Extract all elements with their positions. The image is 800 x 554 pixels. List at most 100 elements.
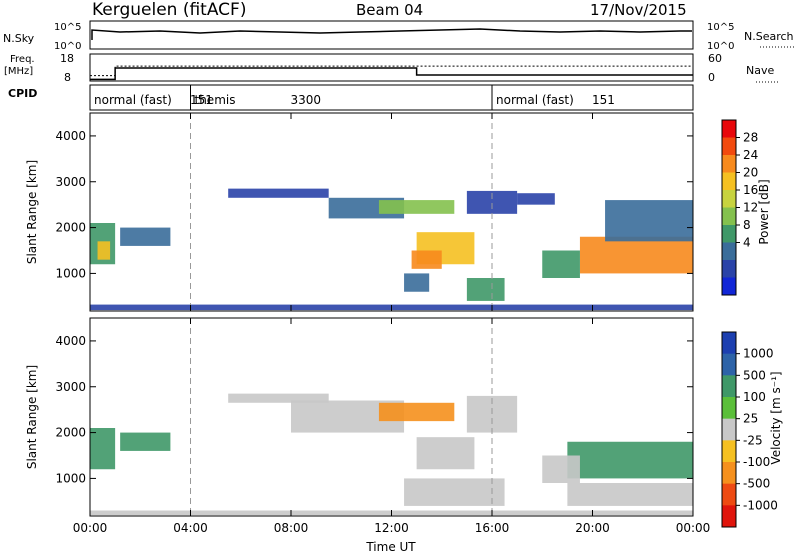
nsky-series-line — [91, 28, 692, 40]
freq-label-line2: [MHz] — [4, 66, 33, 77]
colorbar-swatch — [722, 137, 736, 156]
heatmap-cell — [567, 441, 693, 479]
colorbar-swatch — [722, 225, 736, 243]
heatmap-cell — [97, 241, 111, 260]
heatmap-cell — [404, 478, 505, 506]
colorbar-swatch — [722, 332, 736, 355]
heatmap-cell — [567, 483, 693, 506]
velocity-colorbar: 1000 500 100 25 -25 -100 -500 -1000 — [721, 331, 778, 528]
colorbar-swatch — [722, 440, 736, 463]
freq-tick-high: 18 — [60, 52, 74, 65]
power-ylabel: Slant Range [km] — [25, 160, 39, 264]
heatmap-cell — [416, 437, 475, 470]
colorbar-tick-label: 28 — [743, 131, 758, 145]
y-tick-label: 4000 — [55, 129, 86, 143]
nsky-tick-low: 10^0 — [54, 41, 81, 52]
x-tick-label: 08:00 — [274, 521, 309, 535]
heatmap-cell — [228, 393, 329, 403]
x-tick-label: 20:00 — [575, 521, 610, 535]
colorbar-swatch — [722, 418, 736, 441]
colorbar-swatch — [722, 375, 736, 398]
y-tick-label: 2000 — [55, 426, 86, 440]
freq-label-line1: Freq. — [10, 54, 35, 65]
x-tick-label: 16:00 — [475, 521, 510, 535]
cpid-label: CPID — [8, 87, 37, 100]
colorbar-swatch — [722, 190, 736, 208]
colorbar-tick-label: 100 — [743, 390, 766, 404]
colorbar-tick-label: 25 — [743, 412, 758, 426]
heatmap-cell — [542, 455, 580, 483]
nsky-panel: N.Sky 10^5 10^0 10^5 10^0 N.Search — [3, 20, 796, 52]
nsearch-tick-high: 10^5 — [707, 22, 734, 33]
colorbar-swatch — [722, 277, 736, 296]
cpid-segment-id: 151 — [592, 93, 615, 107]
date-title: 17/Nov/2015 — [590, 1, 687, 19]
heatmap-cell — [411, 250, 442, 269]
cpid-segment-name: themis — [195, 93, 236, 107]
y-tick-label: 1000 — [55, 266, 86, 280]
beam-title: Beam 04 — [356, 1, 423, 19]
nsearch-label: N.Search — [744, 30, 794, 43]
power-colorbar-label: Power [dB] — [757, 179, 771, 244]
station-title: Kerguelen (fitACF) — [92, 0, 246, 20]
colorbar-tick-label: 500 — [743, 368, 766, 382]
colorbar-swatch — [722, 397, 736, 420]
heatmap-cell — [605, 200, 693, 242]
colorbar-tick-label: 12 — [743, 201, 758, 215]
velocity-colorbar-label: Velocity [m s⁻¹] — [769, 371, 783, 464]
colorbar-swatch — [722, 353, 736, 376]
colorbar-tick-label: -500 — [743, 477, 770, 491]
colorbar-swatch — [722, 260, 736, 278]
nave-tick-high: 60 — [708, 52, 722, 65]
power-colorbar: 28 24 20 16 12 8 4 — [721, 119, 758, 296]
colorbar-swatch — [722, 155, 736, 173]
colorbar-tick-label: 20 — [743, 166, 758, 180]
heatmap-cell — [228, 188, 329, 198]
cpid-segment-name: normal (fast) — [496, 93, 574, 107]
heatmap-cell — [466, 190, 518, 214]
y-tick-label: 4000 — [55, 334, 86, 348]
time-xlabel: Time UT — [365, 540, 416, 554]
x-tick-label: 00:00 — [676, 521, 711, 535]
nsearch-tick-low: 10^0 — [707, 41, 734, 52]
x-tick-label: 00:00 — [73, 521, 108, 535]
colorbar-tick-label: -1000 — [743, 498, 778, 512]
heatmap-cell — [378, 402, 455, 422]
colorbar-swatch — [722, 120, 736, 138]
freq-tick-low: 8 — [64, 71, 71, 84]
cpid-segment-id: 3300 — [291, 93, 322, 107]
colorbar-swatch — [722, 172, 736, 191]
colorbar-tick-label: 1000 — [743, 347, 774, 361]
colorbar-frame — [721, 331, 737, 528]
nave-series-line — [90, 65, 693, 77]
heatmap-cell — [120, 432, 171, 451]
colorbar-tick-label: 4 — [743, 236, 751, 250]
heatmap-cell — [120, 227, 171, 246]
colorbar-swatch — [722, 505, 736, 528]
heatmap-cell — [579, 236, 693, 274]
heatmap-cell — [517, 193, 555, 205]
heatmap-cell — [404, 273, 430, 292]
colorbar-swatch — [722, 242, 736, 261]
colorbar-tick-label: 8 — [743, 218, 751, 232]
cpid-segment-name: normal (fast) — [94, 93, 172, 107]
y-tick-label: 2000 — [55, 221, 86, 235]
x-tick-label: 04:00 — [173, 521, 208, 535]
y-tick-label: 3000 — [55, 175, 86, 189]
heatmap-cell — [90, 428, 116, 470]
nave-tick-low: 0 — [708, 71, 715, 84]
heatmap-cell — [378, 200, 455, 214]
y-tick-label: 3000 — [55, 380, 86, 394]
cpid-segment-id: 151 — [190, 93, 213, 107]
colorbar-tick-label: -100 — [743, 455, 770, 469]
velocity-panel: 1000 2000 3000 4000 00:00 04:00 08:00 12:00 16:0… — [25, 317, 711, 554]
colorbar-swatch — [722, 462, 736, 485]
colorbar-tick-label: 24 — [743, 148, 758, 162]
nsky-tick-high: 10^5 — [54, 22, 81, 33]
nave-label: Nave — [746, 64, 774, 77]
y-tick-label: 1000 — [55, 471, 86, 485]
heatmap-cell — [466, 278, 505, 301]
heatmap-cell — [542, 250, 580, 278]
